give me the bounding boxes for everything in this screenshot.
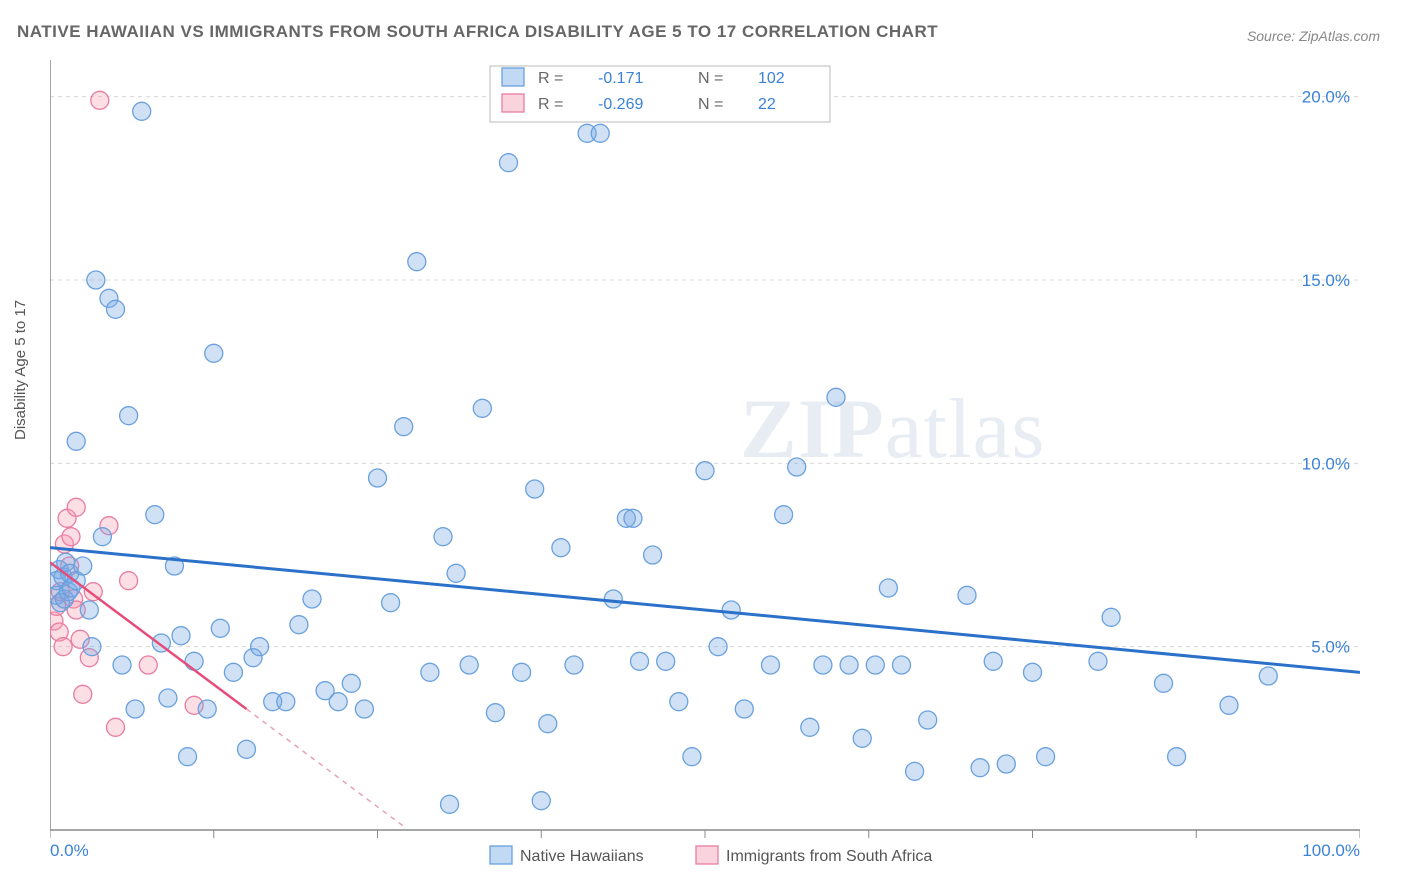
source-attribution: Source: ZipAtlas.com — [1247, 28, 1380, 44]
svg-text:15.0%: 15.0% — [1302, 271, 1350, 290]
y-axis-label: Disability Age 5 to 17 — [12, 300, 29, 440]
scatter-chart: 5.0%10.0%15.0%20.0%0.0%100.0%R =-0.171N … — [50, 60, 1360, 830]
svg-text:-0.269: -0.269 — [598, 96, 643, 113]
svg-text:0.0%: 0.0% — [50, 841, 89, 860]
svg-text:N =: N = — [698, 96, 723, 113]
svg-text:100.0%: 100.0% — [1302, 841, 1360, 860]
svg-text:-0.171: -0.171 — [598, 70, 643, 87]
svg-text:5.0%: 5.0% — [1311, 638, 1350, 657]
svg-text:N =: N = — [698, 70, 723, 87]
svg-text:102: 102 — [758, 70, 785, 87]
chart-svg: 5.0% 10.0% 15.0% 20.0% 0.0% 100.0% R = -0.171 N … — [50, 60, 1360, 890]
svg-text:10.0%: 10.0% — [1302, 454, 1350, 473]
svg-text:Immigrants from South Africa: Immigrants from South Africa — [726, 848, 932, 865]
chart-title: NATIVE HAWAIIAN VS IMMIGRANTS FROM SOUTH… — [17, 22, 938, 42]
svg-text:Native Hawaiians: Native Hawaiians — [520, 848, 644, 865]
svg-text:22: 22 — [758, 96, 776, 113]
svg-text:R =: R = — [538, 70, 563, 87]
svg-text:R =: R = — [538, 96, 563, 113]
svg-text:20.0%: 20.0% — [1302, 88, 1350, 107]
